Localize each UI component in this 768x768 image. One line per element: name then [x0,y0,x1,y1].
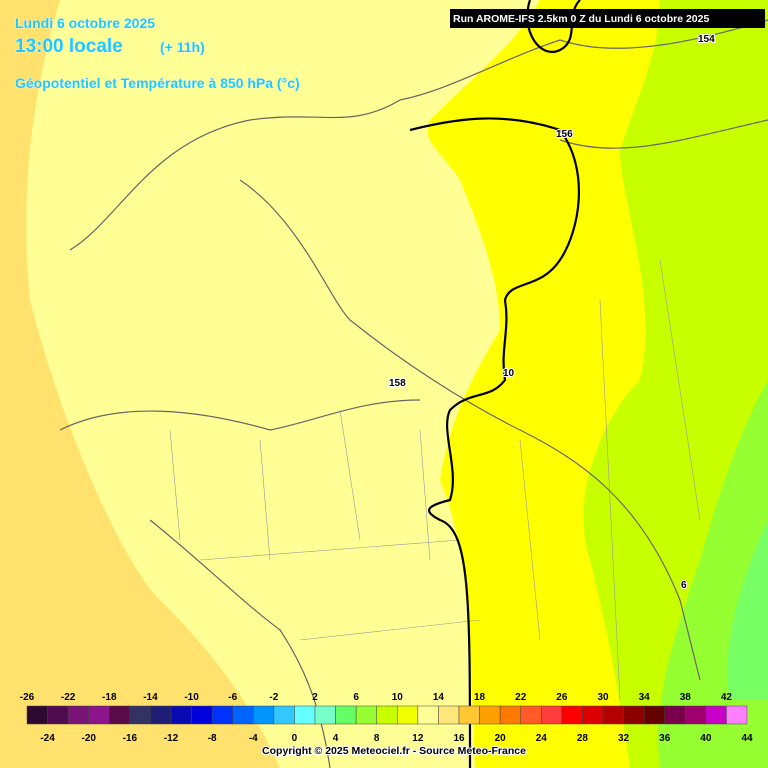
color-swatch [499,705,521,725]
color-swatch [602,705,624,725]
scale-label: 20 [495,733,507,744]
border [59,399,421,431]
color-swatch [417,705,439,725]
color-swatch [170,705,192,725]
scale-label: 10 [392,692,404,703]
scale-label: 36 [659,733,671,744]
scale-label: 42 [721,692,733,703]
contour-label: 154 [698,34,715,45]
scale-label: 18 [474,692,486,703]
color-swatch [479,705,501,725]
scale-label: -4 [249,733,258,744]
color-swatch [253,705,275,725]
scale-label: -20 [81,733,96,744]
color-swatch [273,705,295,725]
border [559,119,768,149]
color-swatch [643,705,665,725]
scale-label: 24 [536,733,548,744]
local-time: 13:00 locale [15,36,123,57]
scale-label: -2 [269,692,278,703]
scale-label: -12 [164,733,179,744]
color-swatch [520,705,542,725]
scale-label: 14 [433,692,445,703]
scale-label: 26 [556,692,568,703]
contour-label: 10 [503,368,515,379]
color-swatch [438,705,460,725]
contour [409,117,581,768]
run-box [450,9,765,28]
scale-label: 32 [618,733,630,744]
scale-label: 34 [639,692,651,703]
scale-label: 2 [312,692,318,703]
color-swatch [376,705,398,725]
scale-label: 12 [412,733,424,744]
scale-label: 0 [292,733,298,744]
color-swatch [232,705,254,725]
scale-label: 6 [353,692,359,703]
scale-label: 40 [700,733,712,744]
color-swatch [26,705,48,725]
scale-label: 4 [333,733,339,744]
scale-label: 16 [453,733,465,744]
color-swatch [726,705,748,725]
color-swatch [88,705,110,725]
color-swatch [191,705,213,725]
run-info: Run AROME-IFS 2.5km 0 Z du Lundi 6 octob… [453,13,709,25]
scale-label: 22 [515,692,527,703]
parameter: Géopotentiel et Température à 850 hPa (°… [15,75,300,91]
color-swatch [314,705,336,725]
scale-label: -18 [102,692,117,703]
contour-label: 6 [681,580,687,591]
contour-label: 158 [389,378,406,389]
color-swatch [355,705,377,725]
lead-time: (+ 11h) [160,39,205,55]
scale-label: -26 [20,692,35,703]
temp-zone [727,520,768,700]
color-swatch [541,705,563,725]
color-swatch [211,705,233,725]
border [239,179,701,681]
color-swatch [150,705,172,725]
scale-label: 30 [597,692,609,703]
scale-label: -8 [208,733,217,744]
scale-label: 38 [680,692,692,703]
color-swatch [623,705,645,725]
scale-label: -6 [228,692,237,703]
scale-label: -14 [143,692,158,703]
copyright: Copyright © 2025 Meteociel.fr - Source M… [262,745,526,757]
color-swatch [129,705,151,725]
color-swatch [294,705,316,725]
color-swatch [664,705,686,725]
color-swatch [109,705,131,725]
scale-label: 44 [741,733,753,744]
date: Lundi 6 octobre 2025 [15,15,155,31]
scale-label: 8 [374,733,380,744]
color-swatch [561,705,583,725]
contour-label: 156 [556,129,573,140]
scale-label: 28 [577,733,589,744]
color-swatch [685,705,707,725]
color-swatch [397,705,419,725]
color-swatch [458,705,480,725]
border [69,19,768,251]
scale-label: -22 [61,692,76,703]
scale-label: -10 [184,692,199,703]
scale-label: -16 [123,733,138,744]
scale-label: -24 [40,733,55,744]
color-swatch [705,705,727,725]
color-legend: -26-24-22-20-18-16-14-12-10-8-6-4-202468… [20,692,753,744]
color-swatch [47,705,69,725]
color-swatch [335,705,357,725]
color-swatch [67,705,89,725]
color-swatch [582,705,604,725]
region-line [169,259,701,701]
